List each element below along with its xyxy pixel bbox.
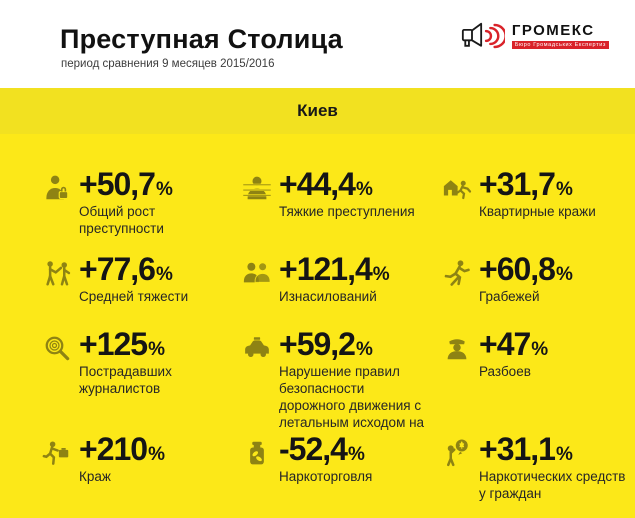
magnifier-icon [42, 333, 72, 363]
stat-drug-trade: -52,4% Наркоторговля [242, 433, 442, 503]
percent-sign: % [148, 339, 165, 360]
page-title: Преступная Столица [60, 24, 343, 54]
stat-value: +60,8% [479, 253, 573, 285]
stat-label: Тяжкие преступления [279, 204, 415, 219]
stat-robberies: +60,8% Грабежей [442, 253, 635, 328]
stat-value-number: +59,2 [279, 326, 356, 362]
stat-label: Изнасилований [279, 289, 377, 304]
stat-label: Грабежей [479, 289, 540, 304]
stat-value-number: -52,4 [279, 431, 348, 467]
stat-value-number: +60,8 [479, 251, 556, 287]
stat-value: -52,4% [279, 433, 372, 465]
car-icon [242, 333, 272, 363]
stat-value: +44,4% [279, 168, 415, 200]
logo-tagline: Бюро Громадських Експертиз [511, 40, 609, 49]
stat-total-crime: +50,7% Общий рост преступности [42, 168, 242, 253]
stat-armed-robberies: +47% Разбоев [442, 328, 635, 433]
stat-label: Наркотических средств у граждан [479, 469, 626, 501]
stat-value-number: +31,1 [479, 431, 556, 467]
stat-value: +210% [79, 433, 165, 465]
stat-value: +50,7% [79, 168, 231, 200]
stat-value: +31,1% [479, 433, 631, 465]
logo-text: ГРОМЕКС Бюро Громадських Експертиз [511, 22, 609, 49]
city-label: Киев [297, 101, 338, 120]
percent-sign: % [347, 444, 365, 465]
stat-label: Пострадавших журналистов [79, 364, 172, 396]
stat-label: Наркоторговля [279, 469, 373, 484]
stat-label: Нарушение правил безопасности дорожного … [279, 364, 425, 430]
logo-name: ГРОМЕКС [511, 22, 595, 40]
page-header: Преступная Столица период сравнения 9 ме… [0, 0, 635, 88]
stat-label: Средней тяжести [79, 289, 189, 304]
percent-sign: % [155, 264, 173, 285]
stats-grid: +50,7% Общий рост преступности [42, 168, 635, 503]
stat-value: +77,6% [79, 253, 188, 285]
stat-value-number: +50,7 [79, 166, 156, 202]
percent-sign: % [555, 264, 573, 285]
stat-value: +47% [479, 328, 548, 360]
city-band: Киев [0, 88, 635, 134]
prisoner-icon [242, 173, 272, 203]
stat-value-number: +210 [79, 431, 148, 467]
stat-traffic-deaths: +59,2% Нарушение правил безопасности дор… [242, 328, 442, 433]
drugs-person-icon [442, 438, 472, 468]
megaphone-icon [461, 20, 505, 52]
percent-sign: % [155, 179, 173, 200]
stat-injured-journalists: +125% Пострадавших журналистов [42, 328, 242, 433]
page-subtitle: период сравнения 9 месяцев 2015/2016 [61, 58, 275, 70]
stat-value: +59,2% [279, 328, 431, 360]
stat-value-number: +47 [479, 326, 531, 362]
stat-label: Квартирные кражи [479, 204, 596, 219]
criminal-icon [42, 173, 72, 203]
stat-value: +125% [79, 328, 231, 360]
policeman-icon [442, 333, 472, 363]
percent-sign: % [531, 339, 549, 360]
percent-sign: % [372, 264, 390, 285]
running-robber-icon [442, 258, 472, 288]
stat-value: +31,7% [479, 168, 596, 200]
stat-apartment-thefts: +31,7% Квартирные кражи [442, 168, 635, 253]
gromex-logo: ГРОМЕКС Бюро Громадських Експертиз [461, 20, 609, 52]
stat-value-number: +44,4 [279, 166, 356, 202]
percent-sign: % [355, 179, 373, 200]
stat-thefts: +210% Краж [42, 433, 242, 503]
assault-icon [42, 258, 72, 288]
stat-grave-crimes: +44,4% Тяжкие преступления [242, 168, 442, 253]
stat-medium-severity: +77,6% Средней тяжести [42, 253, 242, 328]
stat-value-number: +121,4 [279, 251, 373, 287]
percent-sign: % [148, 444, 165, 465]
victims-icon [242, 258, 272, 288]
stat-label: Общий рост преступности [79, 204, 164, 236]
pills-icon [242, 438, 272, 468]
stat-value-number: +77,6 [79, 251, 156, 287]
stat-value-number: +31,7 [479, 166, 556, 202]
stat-rapes: +121,4% Изнасилований [242, 253, 442, 328]
stat-label: Краж [79, 469, 111, 484]
stats-panel: +50,7% Общий рост преступности [0, 134, 635, 518]
stat-drugs-citizens: +31,1% Наркотических средств у граждан [442, 433, 635, 503]
percent-sign: % [355, 339, 373, 360]
thief-carry-icon [42, 438, 72, 468]
stat-value: +121,4% [279, 253, 390, 285]
percent-sign: % [555, 444, 573, 465]
stat-value-number: +125 [79, 326, 148, 362]
stat-label: Разбоев [479, 364, 531, 379]
percent-sign: % [555, 179, 573, 200]
house-burglar-icon [442, 173, 472, 203]
